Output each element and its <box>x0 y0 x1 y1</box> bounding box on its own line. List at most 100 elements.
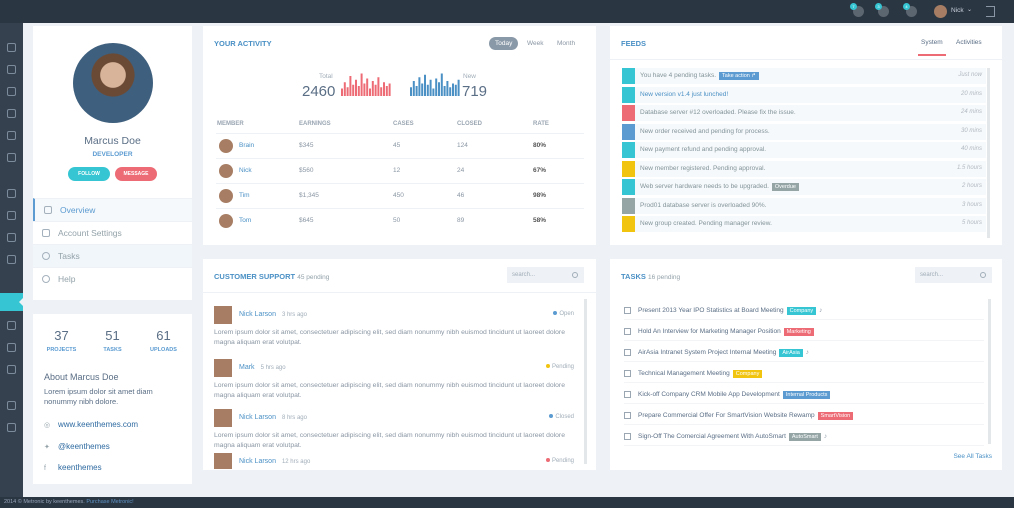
facebook-link[interactable]: f keenthemes <box>44 463 102 472</box>
feed-item[interactable]: New member registered. Pending approval.… <box>622 160 986 177</box>
support-name[interactable]: Nick Larson 3 hrs ago <box>239 311 307 318</box>
member-name[interactable]: Nick <box>239 167 252 174</box>
task-checkbox[interactable] <box>624 349 631 356</box>
scrollbar[interactable] <box>584 299 587 464</box>
feed-item[interactable]: Web server hardware needs to be upgraded… <box>622 179 986 195</box>
total-bar <box>346 87 349 96</box>
total-sparkline <box>341 73 391 96</box>
purchase-link[interactable]: Purchase Metronic! <box>86 499 134 505</box>
feed-item[interactable]: New version v1.4 just lunched! 20 mins <box>622 86 986 103</box>
support-author[interactable]: Nick Larson <box>239 458 276 465</box>
task-title[interactable]: Prepare Commercial Offer For SmartVision… <box>638 412 815 419</box>
task-title[interactable]: Hold An Interview for Marketing Manager … <box>638 328 781 335</box>
briefcase-icon[interactable] <box>7 211 16 220</box>
task-title[interactable]: Present 2013 Year IPO Statistics at Boar… <box>638 307 784 314</box>
sidebar-item-user-active[interactable] <box>0 293 23 311</box>
status-badge: Open <box>553 311 574 317</box>
settings-icon[interactable] <box>7 189 16 198</box>
earnings: $645 <box>299 217 314 224</box>
tab-today[interactable]: Today <box>489 37 519 50</box>
support-author[interactable]: Nick Larson <box>239 414 276 421</box>
login-icon[interactable] <box>7 401 16 410</box>
task-title[interactable]: AirAsia Intranet System Project Internal… <box>638 349 777 356</box>
feed-tag[interactable]: Take action ↱ <box>719 72 759 80</box>
task-checkbox[interactable] <box>624 328 631 335</box>
home-icon[interactable] <box>7 43 16 52</box>
doc-icon[interactable] <box>7 321 16 330</box>
cart-icon[interactable] <box>7 65 16 74</box>
feed-item[interactable]: New group created. Pending manager revie… <box>622 216 986 232</box>
feed-item[interactable]: New order received and pending for proce… <box>622 123 986 140</box>
rate: 98% <box>533 192 547 199</box>
total-label: Total <box>319 73 333 80</box>
calendar-badge: 4 <box>903 3 910 10</box>
task-checkbox[interactable] <box>624 412 631 419</box>
follow-button[interactable]: FOLLOW <box>68 167 110 181</box>
pin-icon[interactable] <box>7 423 16 432</box>
user-avatar[interactable] <box>934 5 947 18</box>
task-checkbox[interactable] <box>624 370 631 377</box>
tasks-search-input[interactable]: search... <box>915 267 992 283</box>
earnings: $1,345 <box>299 192 319 199</box>
diamond-icon[interactable] <box>7 131 16 140</box>
scrollbar[interactable] <box>987 68 990 238</box>
rocket-icon[interactable] <box>7 87 16 96</box>
member-name[interactable]: Tom <box>239 217 252 224</box>
task-checkbox[interactable] <box>624 391 631 398</box>
support-author[interactable]: Mark <box>239 364 255 371</box>
member-name[interactable]: Tim <box>239 192 250 199</box>
pencil-icon[interactable] <box>7 109 16 118</box>
support-author[interactable]: Nick Larson <box>239 311 276 318</box>
message-button[interactable]: MESSAGE <box>115 167 157 181</box>
task-title[interactable]: Kick-off Company CRM Mobile App Developm… <box>638 391 780 398</box>
task-row: Prepare Commercial Offer For SmartVision… <box>624 408 984 425</box>
task-title[interactable]: Technical Management Meeting <box>638 370 730 377</box>
profile-menu-account-settings[interactable]: Account Settings <box>33 221 192 244</box>
feed-item[interactable]: Database server #12 overloaded. Please f… <box>622 105 986 121</box>
task-tag: AirAsia <box>779 349 803 357</box>
member-name[interactable]: Brain <box>239 142 255 149</box>
support-search-input[interactable]: search... <box>507 267 584 283</box>
task-checkbox[interactable] <box>624 433 631 440</box>
feed-message: Prod01 database server is overloaded 90%… <box>640 201 767 209</box>
support-name[interactable]: Nick Larson 12 hrs ago <box>239 458 310 465</box>
folder-icon[interactable] <box>7 233 16 242</box>
tab-activities[interactable]: Activities <box>956 39 982 46</box>
feed-item[interactable]: New payment refund and pending approval.… <box>622 142 986 158</box>
scrollbar[interactable] <box>988 299 991 444</box>
status-text: Pending <box>551 364 574 370</box>
stat-value: 51 <box>105 328 120 343</box>
feed-item[interactable]: You have 4 pending tasks. Take action ↱ Ju… <box>622 68 986 84</box>
feed-tag[interactable]: Overdue <box>771 183 799 191</box>
profile-menu-help[interactable]: Help <box>33 267 192 290</box>
website-link[interactable]: ◎ www.keenthemes.com <box>44 420 138 429</box>
feed-type-icon <box>622 68 635 84</box>
support-name[interactable]: Mark 5 hrs ago <box>239 364 286 371</box>
task-checkbox[interactable] <box>624 307 631 314</box>
inbox-icon[interactable]: 3 <box>875 3 889 17</box>
support-message: Lorem ipsum dolor sit amet, consectetuer… <box>214 382 565 399</box>
task-title[interactable]: Sign-Off The Comercial Agreement With Au… <box>638 433 786 440</box>
support-name[interactable]: Nick Larson 8 hrs ago <box>239 414 307 421</box>
feed-item[interactable]: Prod01 database server is overloaded 90%… <box>622 197 986 214</box>
tab-week[interactable]: Week <box>527 40 544 47</box>
twitter-link[interactable]: ✦ @keenthemes <box>44 442 110 451</box>
wallet-icon[interactable] <box>7 255 16 264</box>
chevron-down-icon[interactable]: ⌄ <box>967 7 973 13</box>
feed-text: Web server hardware needs to be upgraded… <box>640 183 799 191</box>
send-icon[interactable] <box>7 153 16 162</box>
user-icon[interactable] <box>7 365 16 374</box>
logout-icon[interactable] <box>986 6 995 17</box>
see-all-tasks-link[interactable]: See All Tasks <box>953 453 992 460</box>
user-name[interactable]: Nick <box>951 7 964 14</box>
feed-time: 3 hours <box>961 201 982 208</box>
notification-icon[interactable]: 7 <box>850 3 864 17</box>
tab-system[interactable]: System <box>918 39 946 56</box>
profile-menu-tasks[interactable]: Tasks <box>33 244 192 267</box>
feed-time: 30 mins <box>960 127 982 134</box>
profile-stats-card: 37 PROJECTS 51 TASKS 61 UPLOADS About Marcu… <box>33 314 192 484</box>
folder-open-icon[interactable] <box>7 343 16 352</box>
calendar-icon[interactable]: 4 <box>903 3 917 17</box>
tab-month[interactable]: Month <box>557 40 576 47</box>
profile-menu-overview[interactable]: Overview <box>33 198 192 221</box>
